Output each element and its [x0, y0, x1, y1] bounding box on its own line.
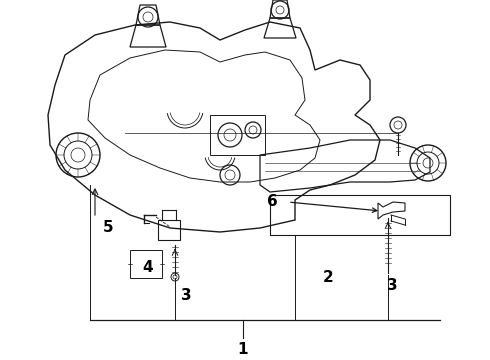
Text: 6: 6: [267, 194, 277, 210]
Bar: [130, 250, 162, 278]
Text: 3: 3: [181, 288, 191, 302]
Text: 5: 5: [103, 220, 113, 235]
Text: 1: 1: [238, 342, 248, 357]
Text: 3: 3: [387, 278, 397, 292]
Text: 2: 2: [322, 270, 333, 285]
Text: 4: 4: [143, 261, 153, 275]
